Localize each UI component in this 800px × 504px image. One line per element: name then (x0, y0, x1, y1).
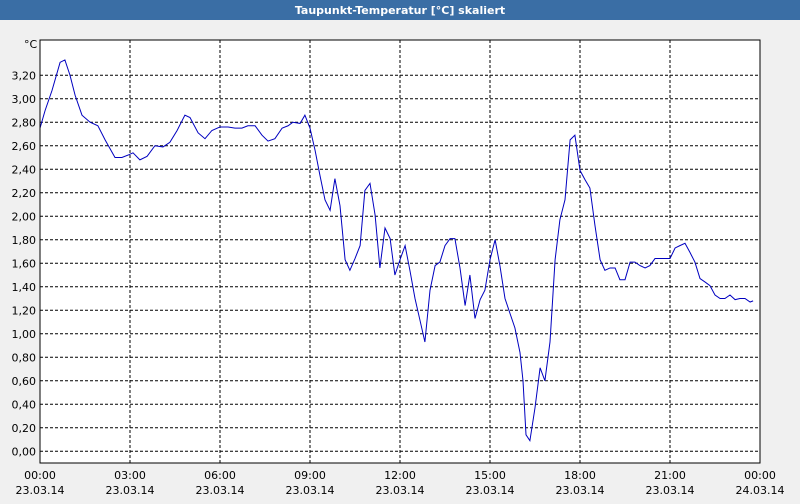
y-tick-label: 0,60 (12, 375, 37, 388)
y-tick-label: 0,80 (12, 351, 37, 364)
y-tick-label: 2,40 (12, 163, 37, 176)
x-tick-date: 23.03.14 (646, 484, 695, 497)
x-tick-date: 23.03.14 (286, 484, 335, 497)
y-axis-label: °C (24, 38, 38, 51)
x-tick-label: 09:00 (294, 469, 326, 482)
y-tick-label: 0,20 (12, 422, 37, 435)
x-tick-date: 23.03.14 (106, 484, 155, 497)
y-tick-label: 3,20 (12, 69, 37, 82)
x-tick-label: 06:00 (204, 469, 236, 482)
y-tick-label: 3,00 (12, 93, 37, 106)
x-tick-label: 15:00 (474, 469, 506, 482)
y-tick-label: 1,80 (12, 234, 37, 247)
data-line (39, 59, 754, 443)
y-tick-label: 1,00 (12, 328, 37, 341)
x-tick-label: 21:00 (654, 469, 686, 482)
y-tick-label: 1,60 (12, 257, 37, 270)
y-tick-label: 0,00 (12, 445, 37, 458)
y-tick-label: 2,00 (12, 210, 37, 223)
y-tick-label: 1,40 (12, 281, 37, 294)
x-tick-date: 23.03.14 (376, 484, 425, 497)
y-tick-label: 2,80 (12, 116, 37, 129)
x-tick-date: 23.03.14 (196, 484, 245, 497)
chart-title: Taupunkt-Temperatur [°C] skaliert (295, 4, 505, 17)
x-tick-date: 23.03.14 (16, 484, 65, 497)
y-tick-label: 2,60 (12, 140, 37, 153)
x-tick-label: 00:00 (744, 469, 776, 482)
x-tick-label: 18:00 (564, 469, 596, 482)
y-tick-label: 0,40 (12, 398, 37, 411)
x-tick-label: 03:00 (114, 469, 146, 482)
x-tick-date: 23.03.14 (556, 484, 605, 497)
x-tick-label: 12:00 (384, 469, 416, 482)
x-tick-date: 24.03.14 (736, 484, 785, 497)
y-tick-label: 1,20 (12, 304, 37, 317)
plot-border (39, 39, 761, 464)
y-tick-label: 2,20 (12, 187, 37, 200)
x-tick-date: 23.03.14 (466, 484, 515, 497)
title-bar (0, 0, 800, 20)
x-tick-label: 00:00 (24, 469, 56, 482)
